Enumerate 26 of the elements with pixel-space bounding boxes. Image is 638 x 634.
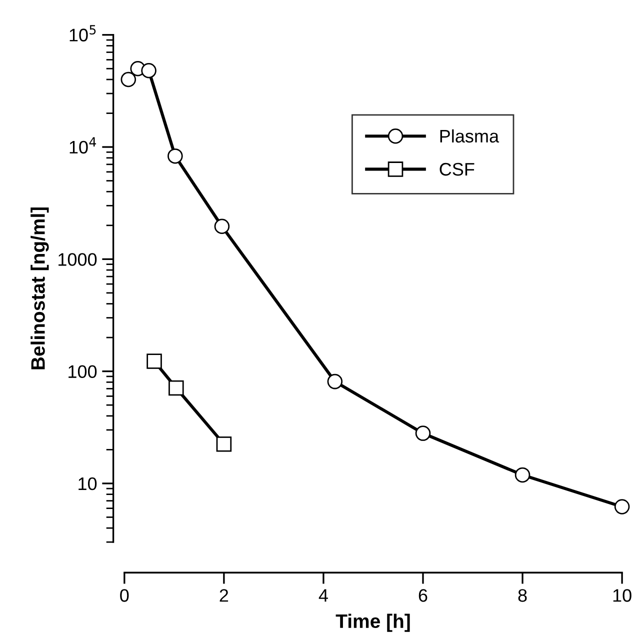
point — [214, 218, 230, 234]
point — [216, 436, 232, 452]
legend-label: CSF — [440, 162, 474, 176]
x-tick-label: 4 — [318, 589, 328, 602]
x-tick-label: 8 — [518, 589, 527, 602]
point — [146, 354, 162, 369]
point — [141, 62, 156, 78]
x-tick-label: 0 — [120, 589, 129, 602]
y-tick-label: 1000 — [58, 253, 97, 266]
y-tick-label: 10$^{5}$ — [70, 25, 96, 42]
x-tick-label: 6 — [418, 589, 428, 602]
point — [415, 426, 431, 441]
x-axis-title: Time [h] — [336, 614, 410, 632]
y-tick-label: 100 — [68, 365, 97, 378]
point — [168, 380, 184, 396]
legend-label: Plasma — [440, 129, 500, 143]
y-tick-label: 10 — [78, 477, 97, 490]
x-tick-label: 2 — [220, 589, 228, 602]
point — [327, 374, 343, 390]
point — [120, 72, 136, 88]
y-tick-label: 10$^{4}$ — [70, 137, 96, 154]
y-axis-title: Belinostat [ng/ml] — [30, 207, 49, 370]
point — [514, 467, 530, 483]
point — [168, 148, 183, 164]
x-tick-label: 10 — [613, 589, 632, 602]
point — [614, 499, 630, 514]
